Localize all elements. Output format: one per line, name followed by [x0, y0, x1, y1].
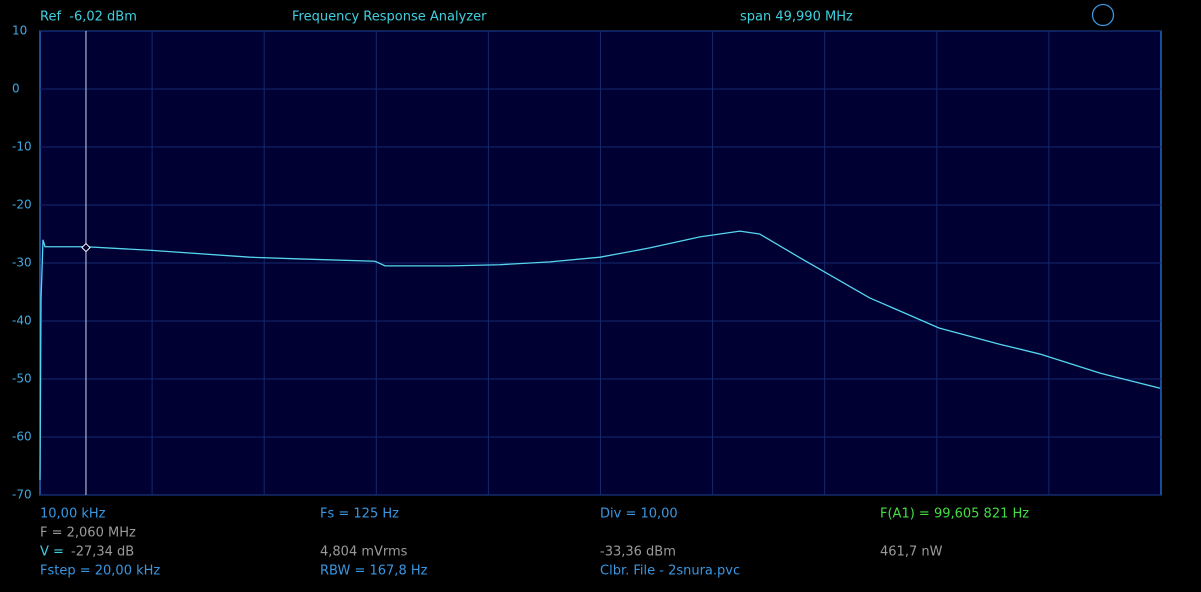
freq-step: Fstep = 20,00 kHz	[40, 564, 160, 579]
span: span 49,990 MHz	[740, 10, 853, 25]
vrms: 4,804 mVrms	[320, 545, 408, 560]
v-label: V =	[40, 545, 64, 560]
y-tick-label: -60	[12, 430, 32, 444]
sample-rate: Fs = 125 Hz	[320, 507, 399, 522]
y-tick-label: -20	[12, 198, 32, 212]
status-indicator[interactable]	[1091, 3, 1115, 27]
y-tick-label: -10	[12, 140, 32, 154]
y-tick-label: -50	[12, 372, 32, 386]
y-tick-label: -40	[12, 314, 32, 328]
calibration-file: Clbr. File - 2snura.pvc	[600, 564, 740, 579]
division: Div = 10,00	[600, 507, 678, 522]
start-freq: 10,00 kHz	[40, 507, 106, 522]
y-tick-label: 0	[12, 82, 20, 96]
ref-level: Ref -6,02 dBm	[40, 10, 137, 25]
rbw: RBW = 167,8 Hz	[320, 564, 428, 579]
marker-freq: F = 2,060 MHz	[40, 526, 136, 541]
v-value: -27,34 dB	[71, 545, 134, 560]
dbm: -33,36 dBm	[600, 545, 676, 560]
marker-point	[81, 242, 91, 253]
y-tick-label: 10	[12, 24, 27, 38]
app-title: Frequency Response Analyzer	[292, 10, 487, 25]
grid	[40, 30, 1161, 496]
y-tick-label: -30	[12, 256, 32, 270]
y-tick-label: -70	[12, 488, 32, 502]
marker-a1: F(A1) = 99,605 821 Hz	[880, 507, 1029, 522]
power: 461,7 nW	[880, 545, 943, 560]
